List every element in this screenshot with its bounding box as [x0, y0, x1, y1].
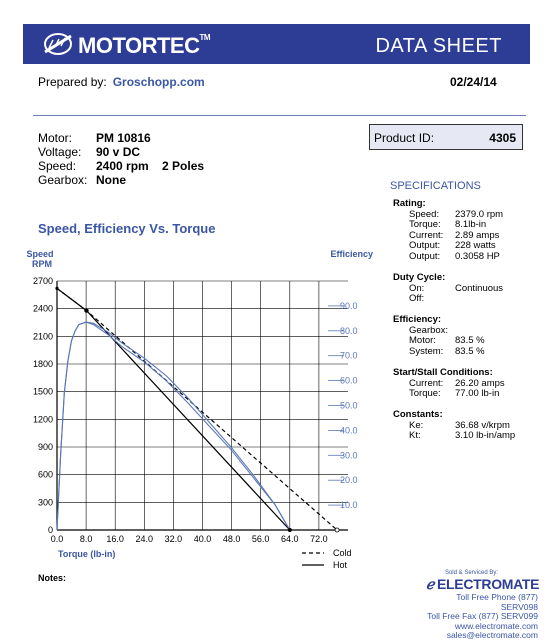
y2-tick-label: 70.0 — [340, 351, 358, 361]
voltage-row: Voltage: 90 v DC — [38, 145, 141, 159]
x-tick-label: 8.0 — [80, 534, 93, 544]
y-axis-label-unit: RPM — [32, 259, 52, 269]
specifications-title: SPECIFICATIONS — [390, 180, 481, 192]
stall-point-marker-cold — [334, 527, 340, 533]
y2-tick-label: 60.0 — [340, 376, 358, 386]
spec-start-stall: Start/Stall Conditions: Current: 26.20 am… — [393, 367, 505, 399]
x-tick-label: 16.0 — [106, 534, 124, 544]
y-tick-label: 1200 — [33, 414, 53, 424]
y-tick-label: 2400 — [33, 304, 53, 314]
y2-tick-label: 10.0 — [340, 500, 358, 510]
x-tick-label: 40.0 — [194, 534, 212, 544]
motor-info: Motor: PM 10816 Voltage: 90 v DC Speed: 240… — [38, 131, 204, 187]
prepared-link[interactable]: Groschopp.com — [112, 75, 205, 89]
x-axis-label: Torque (lb-in) — [58, 549, 115, 559]
product-id-value: 4305 — [489, 131, 516, 145]
distributor-logo: ℯ ELECTROMATE — [426, 576, 540, 592]
spec-constants: Constants: Ke: 36.68 v/krpm Kt: 3.10 lb-in… — [393, 409, 516, 441]
y-tick-label: 2700 — [33, 276, 53, 286]
no-load-point-marker — [55, 286, 59, 290]
legend-label-hot: Hot — [333, 560, 348, 570]
y2-tick-label: 30.0 — [340, 450, 358, 460]
spec-duty-cycle: Duty Cycle: On: Continuous Off: — [393, 272, 504, 304]
x-tick-label: 48.0 — [223, 534, 241, 544]
y-tick-label: 900 — [38, 442, 53, 452]
x-tick-label: 64.0 — [281, 534, 299, 544]
product-id-label: Product ID: — [374, 131, 435, 145]
y-axis-label: Speed — [26, 249, 53, 259]
gearbox-row: Gearbox: None — [38, 173, 126, 187]
distributor-email[interactable]: sales@electromate.com — [446, 630, 538, 640]
series-line-efficiency — [56, 321, 291, 531]
y2-tick-label: 80.0 — [340, 326, 358, 336]
y-tick-label: 600 — [38, 470, 53, 480]
stall-point-marker-hot — [287, 528, 292, 532]
y2-tick-label: 40.0 — [340, 425, 358, 435]
x-tick-label: 32.0 — [165, 534, 183, 544]
prepared-label: Prepared by: — [38, 75, 107, 89]
document-title: DATA SHEET — [375, 35, 502, 57]
header-banner: MOTORTECTM DATA SHEET — [23, 24, 530, 64]
spec-efficiency: Efficiency: Gearbox: Motor: 83.5 % System… — [393, 314, 485, 357]
swirl-logo-icon: ℯ — [426, 576, 434, 592]
document-date: 02/24/14 — [450, 75, 497, 89]
product-id-box: Product ID: 4305 — [369, 124, 523, 150]
y-tick-label: 0 — [48, 525, 53, 535]
distributor-fax: Toll Free Fax (877) SERV099 — [427, 611, 538, 621]
prepared-by: Prepared by: Groschopp.com — [38, 75, 205, 89]
x-tick-label: 0.0 — [51, 534, 64, 544]
notes-label: Notes: — [38, 573, 67, 583]
speed-efficiency-torque-chart: 0.0 8.0 16.0 24.0 32.0 40.0 48.0 56.0 64.0 72.0 0 3… — [26, 249, 373, 570]
x-tick-label: 72.0 — [310, 534, 328, 544]
y-tick-label: 1500 — [33, 387, 53, 397]
y-tick-label: 2100 — [33, 331, 53, 341]
sold-by-label: Sold & Serviced By: — [444, 570, 498, 576]
y-tick-label: 300 — [38, 497, 53, 507]
y2-tick-label: 50.0 — [340, 401, 358, 411]
x-tick-label: 24.0 — [136, 534, 154, 544]
distributor-phone: Toll Free Phone (877) SERV098 — [456, 592, 538, 612]
operating-point-marker — [84, 308, 89, 313]
distributor-web[interactable]: www.electromate.com — [454, 620, 538, 631]
spec-rating: Rating: Speed: 2379.0 rpm Torque: 8.1lb-in… — [393, 198, 504, 262]
y2-axis-label: Efficiency — [330, 249, 373, 259]
y-tick-label: 1800 — [33, 359, 53, 369]
motor-row: Motor: PM 10816 — [38, 131, 151, 145]
y2-tick-label: 20.0 — [340, 475, 358, 485]
chart-title: Speed, Efficiency Vs. Torque — [38, 221, 216, 236]
speed-row: Speed: 2400 rpm 2 Poles — [38, 159, 205, 173]
legend-label-cold: Cold — [333, 548, 352, 558]
x-tick-label: 56.0 — [252, 534, 270, 544]
distributor-block: Sold & Serviced By: ℯ ELECTROMATE Toll Fr… — [426, 570, 540, 641]
divider — [33, 115, 526, 116]
y2-tick-label: 90.0 — [340, 301, 358, 311]
motor-logo-icon — [44, 33, 72, 55]
brand-logo-text: MOTORTECTM — [78, 33, 211, 58]
